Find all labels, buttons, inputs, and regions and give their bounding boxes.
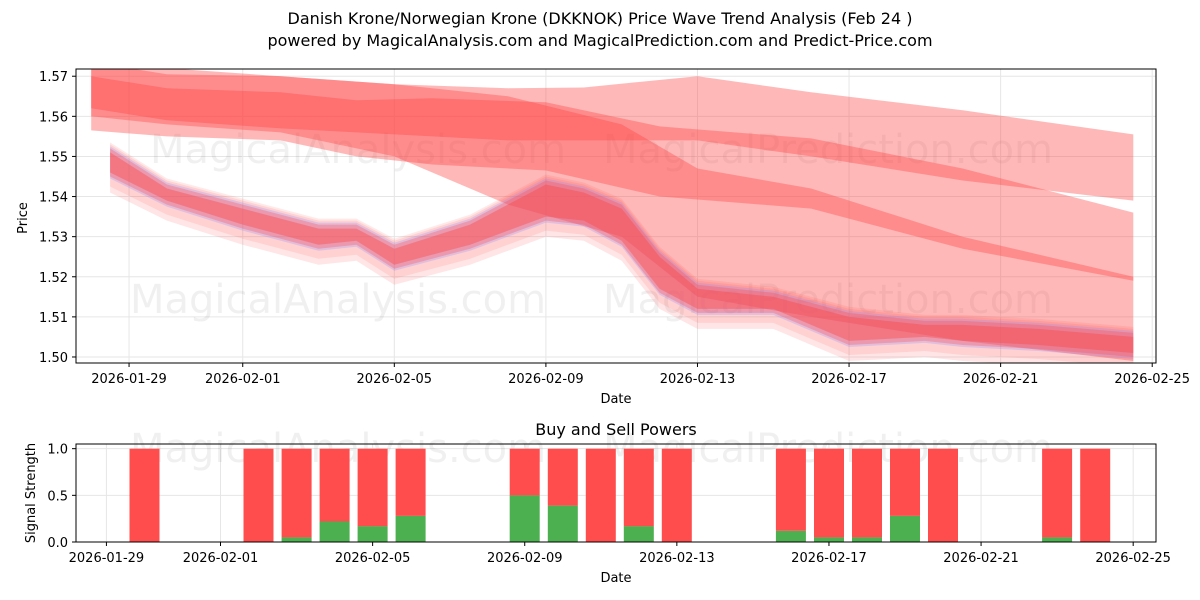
top-y-tick-label: 1.57 bbox=[39, 70, 68, 85]
top-watermarks: MagicalAnalysis.com MagicalPrediction.co… bbox=[130, 127, 1053, 323]
sell-bar bbox=[775, 448, 806, 531]
top-y-label: Price bbox=[16, 202, 31, 234]
top-y-tick-label: 1.51 bbox=[39, 311, 68, 326]
bottom-plot-frame bbox=[75, 443, 1157, 543]
bottom-x-tick-label: 2026-02-05 bbox=[335, 551, 411, 566]
sell-bar bbox=[1080, 448, 1111, 542]
buy-bar bbox=[547, 505, 578, 542]
sell-bar bbox=[928, 448, 958, 542]
bottom-x-tick-label: 2026-02-17 bbox=[791, 551, 867, 566]
top-x-tick-label: 2026-02-05 bbox=[357, 372, 433, 387]
bottom-x-tick-label: 2026-02-25 bbox=[1095, 551, 1171, 566]
dense-wave-layer bbox=[110, 142, 1134, 363]
dense-wave-layer bbox=[110, 152, 1134, 353]
bottom-y-tick-label: 0.5 bbox=[47, 489, 68, 504]
buy-bar bbox=[852, 537, 882, 542]
top-y-tick-label: 1.55 bbox=[39, 150, 68, 165]
bottom-y-label: Signal Strength bbox=[24, 443, 39, 543]
chart-title-block: Danish Krone/Norwegian Krone (DKKNOK) Pr… bbox=[0, 8, 1200, 52]
buy-bar bbox=[395, 515, 426, 542]
bottom-x-tick-label: 2026-02-01 bbox=[183, 551, 259, 566]
top-x-tick-label: 2026-02-01 bbox=[205, 372, 281, 387]
bottom-x-ticks: 2026-01-29 2026-02-01 2026-02-05 2026-02-09… bbox=[69, 542, 1171, 566]
buy-sell-plot: Buy and Sell Powers MagicalAnalysis.com … bbox=[24, 420, 1171, 586]
sell-bar bbox=[1042, 448, 1073, 538]
watermark-prediction-1: MagicalPrediction.com bbox=[603, 127, 1053, 173]
buy-bar bbox=[357, 526, 388, 542]
watermark-analysis-2: MagicalAnalysis.com bbox=[130, 277, 546, 323]
sell-bar bbox=[814, 448, 844, 538]
sell-bar bbox=[623, 448, 654, 527]
dense-wave-layer bbox=[110, 144, 1134, 363]
top-y-tick-label: 1.53 bbox=[39, 231, 68, 246]
top-y-tick-label: 1.54 bbox=[39, 191, 68, 206]
top-y-tick-label: 1.50 bbox=[39, 351, 68, 366]
bottom-y-ticks: 0.0 0.5 1.0 bbox=[47, 443, 76, 551]
top-x-label: Date bbox=[600, 392, 631, 407]
top-x-tick-label: 2026-02-21 bbox=[963, 372, 1039, 387]
bottom-x-tick-label: 2026-02-21 bbox=[943, 551, 1019, 566]
buy-bar bbox=[509, 495, 540, 542]
bottom-y-tick-label: 0.0 bbox=[47, 536, 68, 551]
dense-wave-layer bbox=[110, 148, 1134, 357]
sell-bar bbox=[319, 448, 350, 522]
chart-title: Danish Krone/Norwegian Krone (DKKNOK) Pr… bbox=[287, 9, 913, 28]
buy-bar bbox=[319, 521, 350, 542]
sell-bar bbox=[547, 448, 578, 506]
buy-sell-bars bbox=[129, 448, 1111, 542]
sell-bar bbox=[243, 448, 274, 542]
price-band-upper-band-1 bbox=[91, 69, 1134, 201]
price-band-upper-band-3 bbox=[91, 69, 1134, 361]
top-plot-frame bbox=[75, 68, 1157, 364]
bottom-x-tick-label: 2026-01-29 bbox=[69, 551, 145, 566]
bottom-x-tick-label: 2026-02-09 bbox=[487, 551, 563, 566]
top-y-tick-label: 1.56 bbox=[39, 110, 68, 125]
top-x-tick-label: 2026-02-13 bbox=[660, 372, 736, 387]
sell-bar bbox=[281, 448, 312, 538]
buy-bar bbox=[890, 515, 920, 542]
bottom-x-tick-label: 2026-02-13 bbox=[639, 551, 715, 566]
bottom-title: Buy and Sell Powers bbox=[535, 420, 697, 439]
sell-bar bbox=[585, 448, 616, 542]
buy-bar bbox=[1042, 537, 1073, 542]
chart-subtitle: powered by MagicalAnalysis.com and Magic… bbox=[267, 31, 933, 50]
bottom-x-label: Date bbox=[600, 571, 631, 586]
sell-bar bbox=[661, 448, 692, 542]
buy-bar bbox=[814, 537, 844, 542]
bottom-y-tick-label: 1.0 bbox=[47, 443, 68, 458]
top-grid bbox=[76, 69, 1156, 363]
sell-bar bbox=[395, 448, 426, 516]
buy-bar bbox=[623, 526, 654, 542]
sell-bar bbox=[357, 448, 388, 527]
top-x-tick-label: 2026-02-25 bbox=[1114, 372, 1190, 387]
watermark-analysis-1: MagicalAnalysis.com bbox=[150, 127, 566, 173]
top-x-tick-label: 2026-01-29 bbox=[91, 372, 167, 387]
top-x-tick-label: 2026-02-17 bbox=[811, 372, 887, 387]
top-x-tick-label: 2026-02-09 bbox=[508, 372, 584, 387]
sell-bar bbox=[890, 448, 920, 516]
price-band-upper-band-2 bbox=[91, 76, 1134, 281]
top-y-ticks: 1.50 1.51 1.52 1.53 1.54 1.55 1.56 1.57 bbox=[39, 70, 76, 366]
buy-bar bbox=[775, 530, 806, 542]
price-bands bbox=[91, 69, 1134, 363]
price-wave-plot: MagicalAnalysis.com MagicalPrediction.co… bbox=[16, 68, 1190, 407]
top-x-ticks: 2026-01-29 2026-02-01 2026-02-05 2026-02-09… bbox=[91, 363, 1190, 387]
watermark-prediction-2: MagicalPrediction.com bbox=[603, 277, 1053, 323]
sell-bar bbox=[129, 448, 160, 542]
buy-bar bbox=[281, 537, 312, 542]
sell-bar bbox=[852, 448, 882, 538]
dense-wave-layer bbox=[110, 146, 1134, 359]
top-y-tick-label: 1.52 bbox=[39, 271, 68, 286]
sell-bar bbox=[509, 448, 540, 496]
